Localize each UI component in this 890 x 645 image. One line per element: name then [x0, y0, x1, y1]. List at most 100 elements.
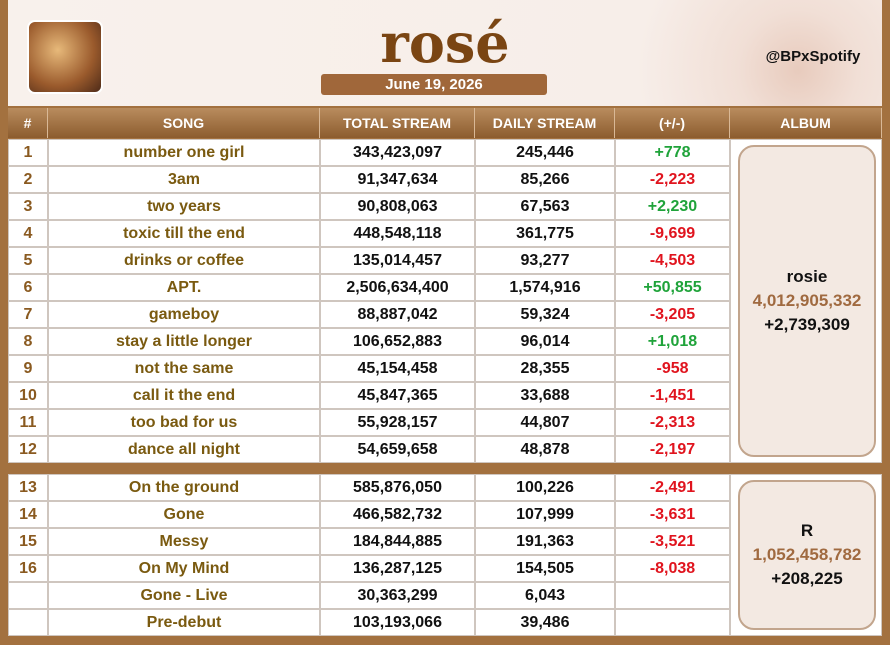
song: drinks or coffee: [48, 247, 320, 274]
rank: 5: [8, 247, 48, 274]
song: number one girl: [48, 139, 320, 166]
total-stream: 343,423,097: [320, 139, 475, 166]
song: toxic till the end: [48, 220, 320, 247]
daily-stream: 44,807: [475, 409, 615, 436]
rank: 12: [8, 436, 48, 463]
change: -2,313: [615, 409, 730, 436]
rank: 10: [8, 382, 48, 409]
rank: 7: [8, 301, 48, 328]
change: -4,503: [615, 247, 730, 274]
change: -2,491: [615, 474, 730, 501]
total-stream: 448,548,118: [320, 220, 475, 247]
daily-stream: 93,277: [475, 247, 615, 274]
rank: 8: [8, 328, 48, 355]
rank: 11: [8, 409, 48, 436]
rank: [8, 609, 48, 636]
album-daily-stream: +208,225: [771, 569, 843, 588]
total-stream: 54,659,658: [320, 436, 475, 463]
change: +1,018: [615, 328, 730, 355]
album-total-stream: 1,052,458,782: [752, 545, 862, 564]
song: dance all night: [48, 436, 320, 463]
rank: 3: [8, 193, 48, 220]
change: -3,521: [615, 528, 730, 555]
column-header: TOTAL STREAM: [320, 108, 475, 138]
column-header: SONG: [48, 108, 320, 138]
daily-stream: 48,878: [475, 436, 615, 463]
change: -8,038: [615, 555, 730, 582]
column-header: #: [8, 108, 48, 138]
daily-stream: 107,999: [475, 501, 615, 528]
song: APT.: [48, 274, 320, 301]
song: 3am: [48, 166, 320, 193]
song: gameboy: [48, 301, 320, 328]
total-stream: 184,844,885: [320, 528, 475, 555]
rank: 4: [8, 220, 48, 247]
total-stream: 135,014,457: [320, 247, 475, 274]
daily-stream: 6,043: [475, 582, 615, 609]
song: On My Mind: [48, 555, 320, 582]
daily-stream: 96,014: [475, 328, 615, 355]
column-header: ALBUM: [730, 108, 882, 138]
total-stream: 2,506,634,400: [320, 274, 475, 301]
song: two years: [48, 193, 320, 220]
change: [615, 582, 730, 609]
rank: 1: [8, 139, 48, 166]
total-stream: 90,808,063: [320, 193, 475, 220]
total-stream: 45,847,365: [320, 382, 475, 409]
change: -3,205: [615, 301, 730, 328]
daily-stream: 33,688: [475, 382, 615, 409]
rank: 15: [8, 528, 48, 555]
change: -2,223: [615, 166, 730, 193]
total-stream: 30,363,299: [320, 582, 475, 609]
column-header: DAILY STREAM: [475, 108, 615, 138]
change: +778: [615, 139, 730, 166]
change: -3,631: [615, 501, 730, 528]
change: -2,197: [615, 436, 730, 463]
daily-stream: 67,563: [475, 193, 615, 220]
song: Messy: [48, 528, 320, 555]
album-name: rosie: [786, 267, 828, 286]
song: Gone: [48, 501, 320, 528]
change: -958: [615, 355, 730, 382]
column-header: (+/-): [615, 108, 730, 138]
song: stay a little longer: [48, 328, 320, 355]
change: +2,230: [615, 193, 730, 220]
rank: 2: [8, 166, 48, 193]
daily-stream: 39,486: [475, 609, 615, 636]
total-stream: 45,154,458: [320, 355, 475, 382]
daily-stream: 245,446: [475, 139, 615, 166]
album-box: rosie 4,012,905,332 +2,739,309: [738, 145, 876, 457]
rank: [8, 582, 48, 609]
album-name: R: [800, 521, 814, 540]
total-stream: 91,347,634: [320, 166, 475, 193]
total-stream: 88,887,042: [320, 301, 475, 328]
daily-stream: 28,355: [475, 355, 615, 382]
total-stream: 585,876,050: [320, 474, 475, 501]
album-box: R 1,052,458,782 +208,225: [738, 480, 876, 630]
daily-stream: 85,266: [475, 166, 615, 193]
rank: 16: [8, 555, 48, 582]
rank: 9: [8, 355, 48, 382]
change: [615, 609, 730, 636]
song: not the same: [48, 355, 320, 382]
change: -9,699: [615, 220, 730, 247]
daily-stream: 191,363: [475, 528, 615, 555]
song: Pre-debut: [48, 609, 320, 636]
total-stream: 103,193,066: [320, 609, 475, 636]
song: too bad for us: [48, 409, 320, 436]
daily-stream: 154,505: [475, 555, 615, 582]
daily-stream: 59,324: [475, 301, 615, 328]
daily-stream: 1,574,916: [475, 274, 615, 301]
rank: 13: [8, 474, 48, 501]
total-stream: 55,928,157: [320, 409, 475, 436]
album-cover: [27, 20, 103, 94]
daily-stream: 100,226: [475, 474, 615, 501]
date: June 19, 2026: [321, 74, 547, 95]
song: call it the end: [48, 382, 320, 409]
rank: 14: [8, 501, 48, 528]
rank: 6: [8, 274, 48, 301]
change: -1,451: [615, 382, 730, 409]
song: On the ground: [48, 474, 320, 501]
change: +50,855: [615, 274, 730, 301]
